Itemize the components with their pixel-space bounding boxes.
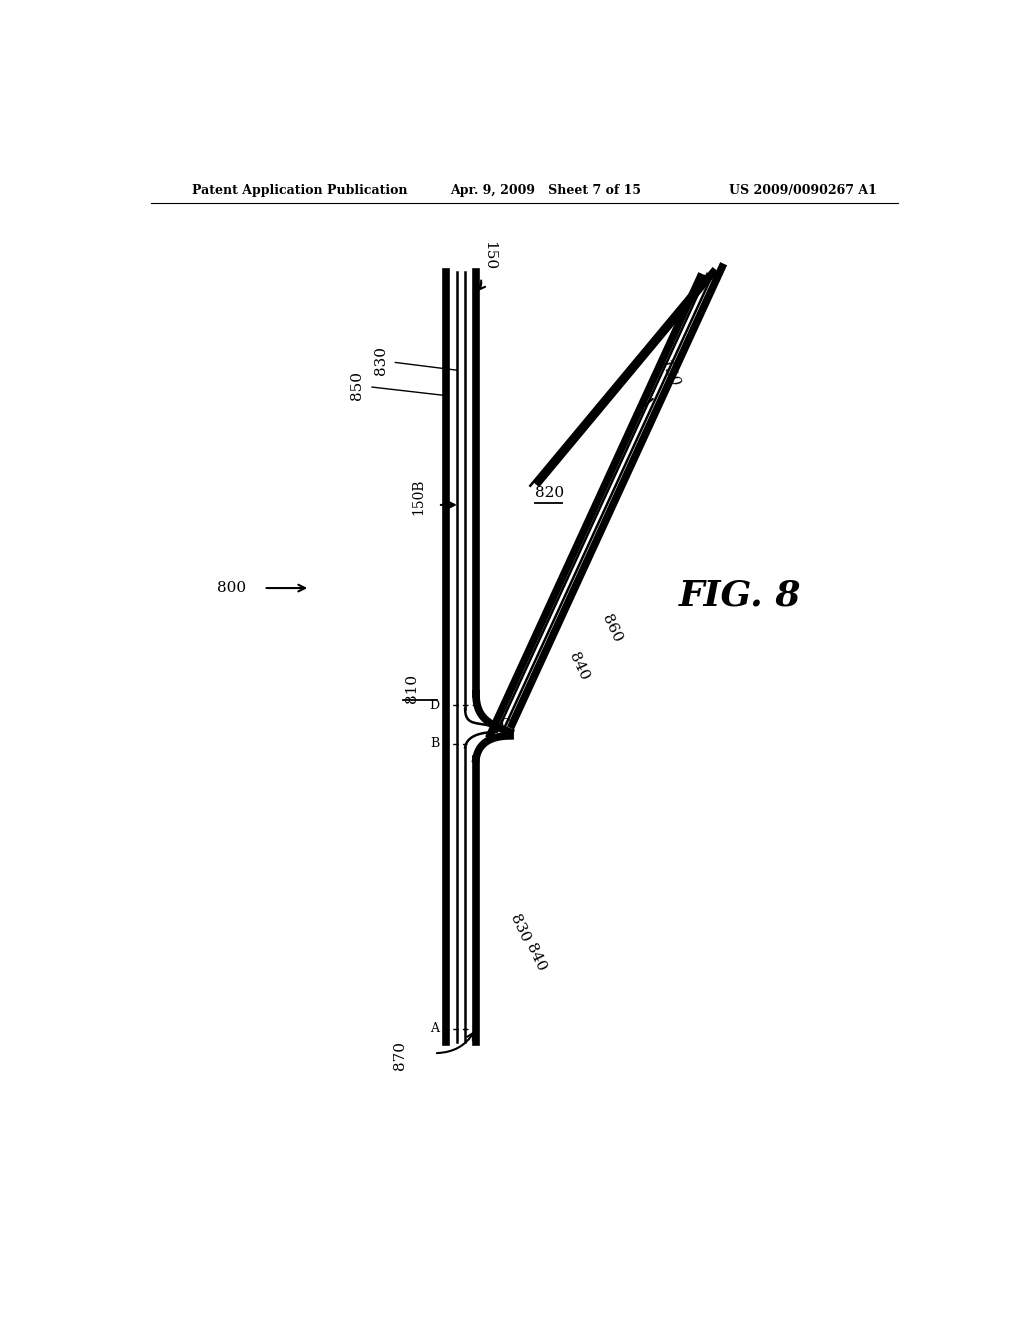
Text: Patent Application Publication: Patent Application Publication <box>191 185 408 197</box>
Text: 150: 150 <box>657 356 682 389</box>
Text: 820: 820 <box>535 486 564 500</box>
Text: 830: 830 <box>508 912 532 945</box>
Text: US 2009/0090267 A1: US 2009/0090267 A1 <box>729 185 877 197</box>
Text: C: C <box>500 718 510 731</box>
Text: 150: 150 <box>482 242 497 271</box>
Text: 840: 840 <box>523 941 548 974</box>
Text: 860: 860 <box>599 612 625 644</box>
Text: 870: 870 <box>393 1041 407 1071</box>
Text: 850: 850 <box>350 371 365 400</box>
Text: 150B: 150B <box>412 479 426 515</box>
Text: 800: 800 <box>217 581 246 595</box>
Text: 840: 840 <box>566 651 591 682</box>
Text: B: B <box>430 737 439 750</box>
Text: Apr. 9, 2009   Sheet 7 of 15: Apr. 9, 2009 Sheet 7 of 15 <box>450 185 641 197</box>
Text: A: A <box>430 1022 439 1035</box>
Text: 810: 810 <box>406 673 420 702</box>
Text: 830: 830 <box>374 346 388 375</box>
Text: FIG. 8: FIG. 8 <box>679 578 802 612</box>
Text: D: D <box>429 698 439 711</box>
